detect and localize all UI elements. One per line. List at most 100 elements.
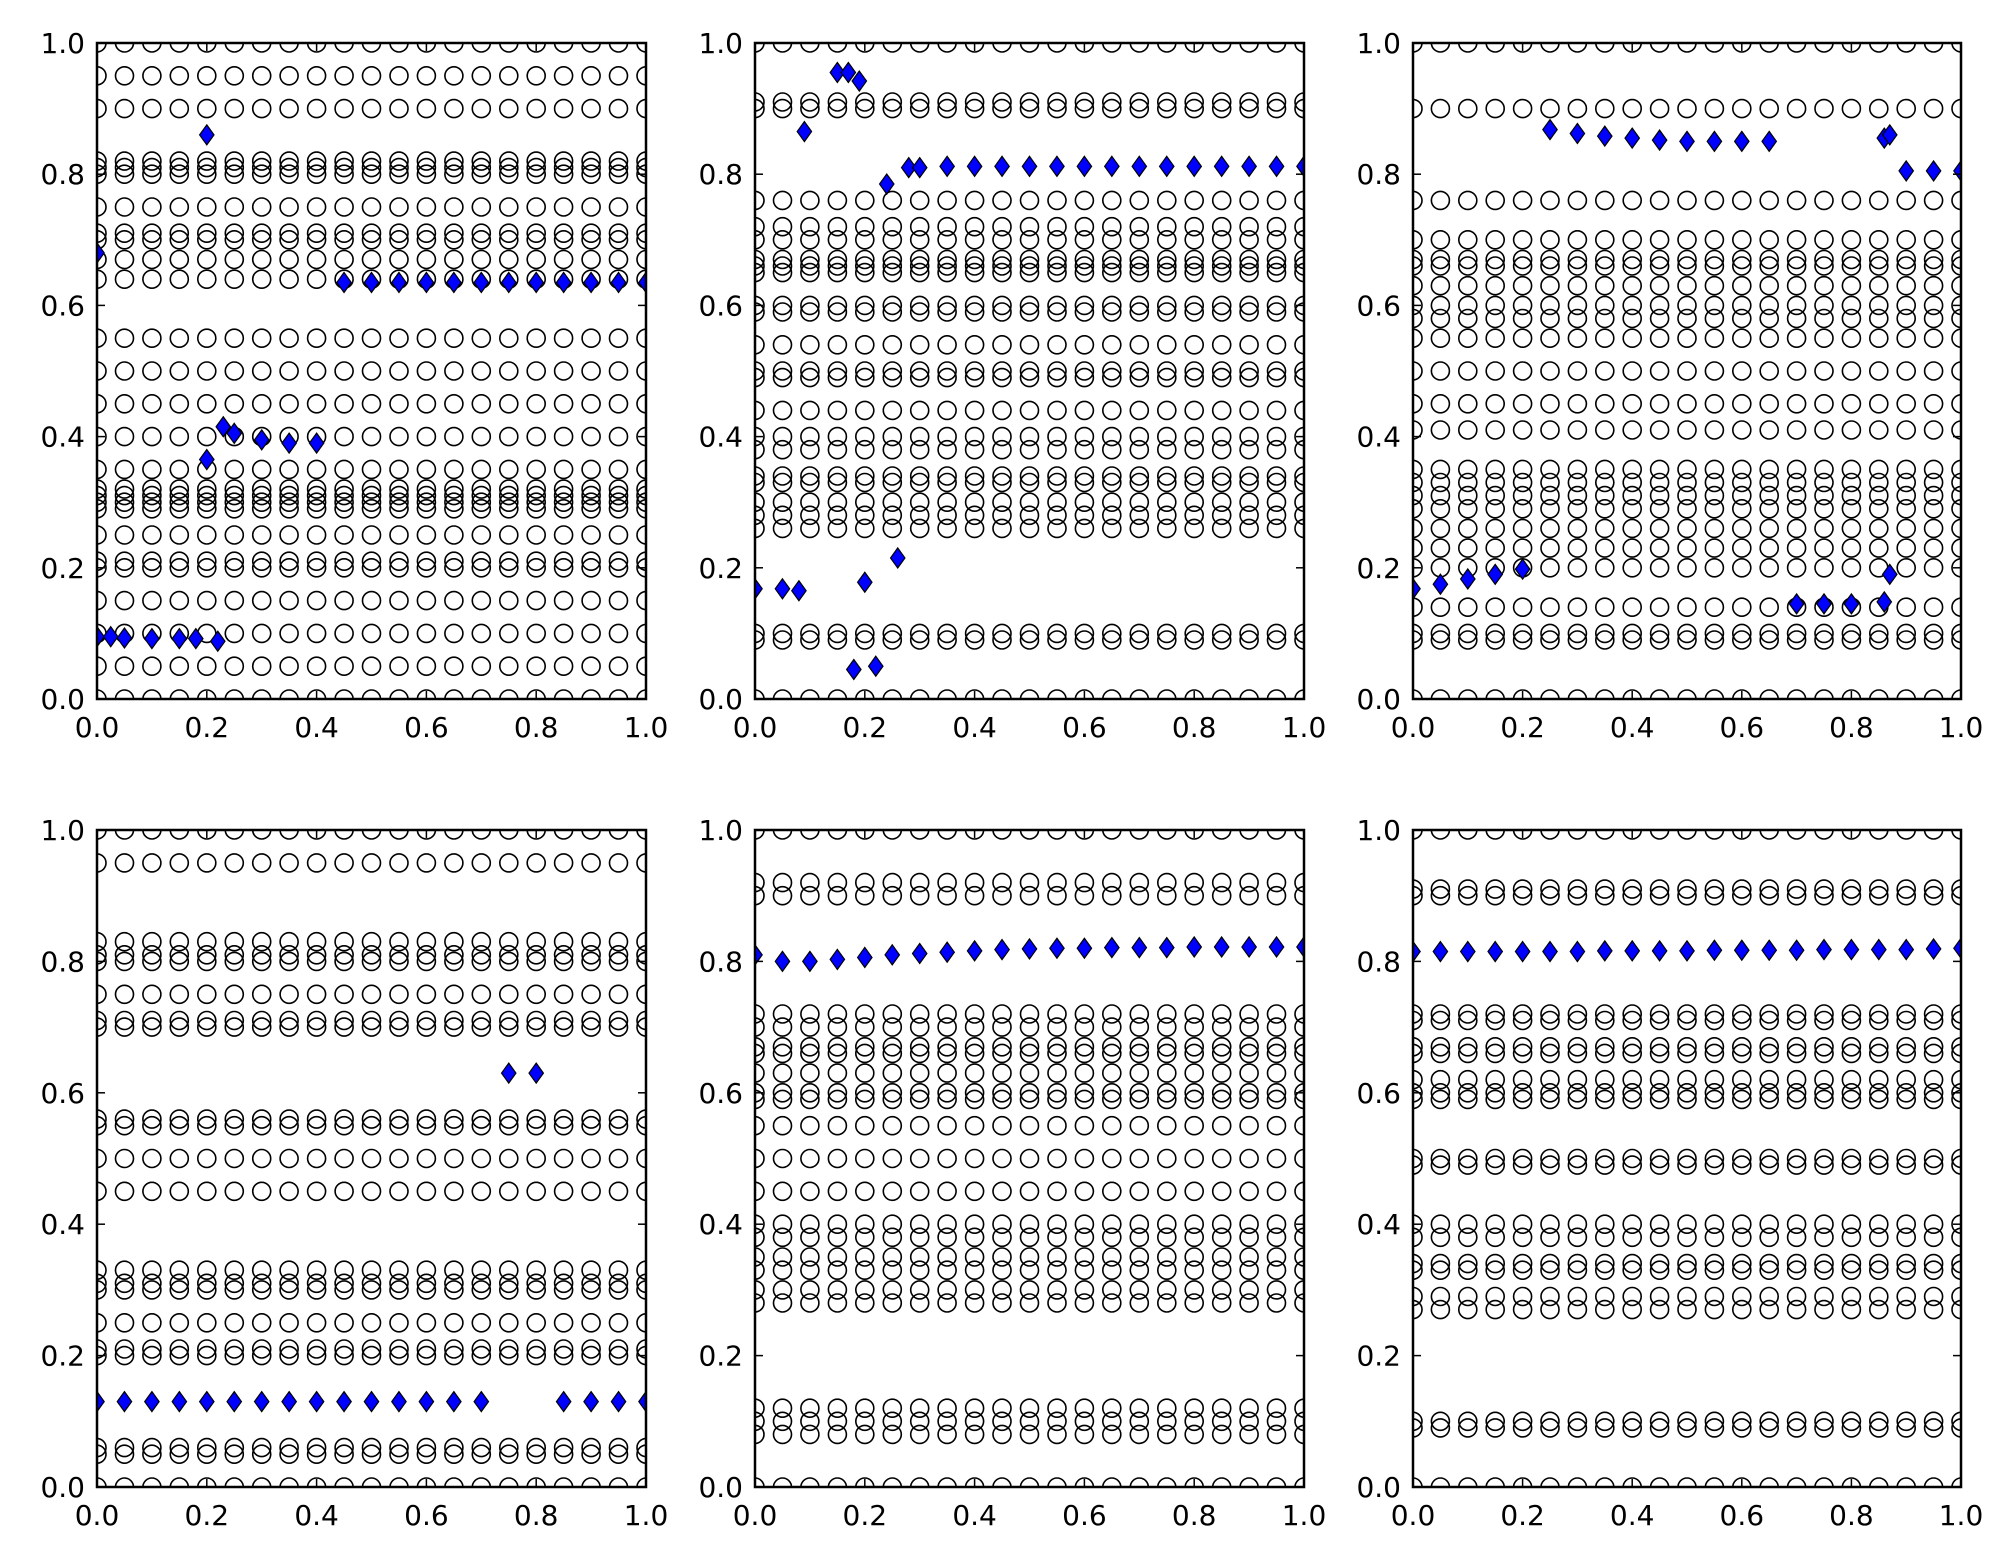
circle-marker: [1430, 328, 1451, 349]
circle-marker: [1485, 361, 1505, 381]
circle-marker: [526, 223, 547, 243]
circle-marker: [937, 1181, 957, 1202]
circle-marker: [1869, 420, 1889, 440]
circle-marker: [499, 1477, 519, 1487]
chart-panel-bottom-left: 0.00.00.20.20.40.40.60.60.80.81.01.0: [40, 814, 668, 1532]
circle-marker: [1266, 361, 1287, 381]
circle-marker: [1184, 505, 1204, 526]
circle-marker: [800, 1293, 820, 1313]
circle-marker: [1413, 879, 1423, 899]
circle-marker: [1019, 492, 1040, 513]
circle-marker: [1019, 1181, 1040, 1202]
circle-marker: [755, 335, 765, 355]
circle-marker: [306, 656, 327, 677]
circle-marker: [1567, 1253, 1588, 1274]
diamond-marker: [1021, 937, 1038, 960]
circle-marker: [197, 43, 217, 53]
circle-marker: [1622, 1214, 1642, 1234]
circle-marker: [416, 656, 437, 677]
circle-marker: [992, 1063, 1012, 1083]
circle-marker: [1622, 1286, 1642, 1307]
circle-marker: [1923, 538, 1944, 558]
circle-marker: [224, 689, 245, 699]
circle-marker: [361, 1444, 382, 1464]
circle-marker: [1951, 1411, 1961, 1432]
circle-marker: [169, 551, 190, 572]
circle-marker: [882, 249, 903, 270]
circle-marker: [827, 1004, 848, 1024]
circle-marker: [1413, 1418, 1423, 1438]
circle-marker: [1485, 472, 1505, 493]
circle-marker: [1841, 1155, 1862, 1175]
circle-marker: [882, 518, 903, 539]
circle-marker: [114, 151, 135, 171]
circle-marker: [581, 944, 601, 965]
circle-marker: [1814, 1043, 1834, 1064]
circle-marker: [608, 1109, 629, 1129]
circle-marker: [142, 223, 162, 243]
circle-marker: [772, 43, 793, 53]
circle-marker: [444, 43, 464, 53]
circle-marker: [1540, 43, 1560, 53]
circle-marker: [279, 459, 299, 480]
circle-marker: [169, 853, 190, 873]
circle-marker: [1239, 1477, 1259, 1487]
circle-marker: [1869, 1083, 1889, 1103]
circle-marker: [1786, 459, 1807, 480]
circle-marker: [1869, 1089, 1889, 1110]
circle-marker: [1732, 249, 1752, 270]
circle-marker: [772, 426, 793, 447]
circle-marker: [114, 361, 135, 381]
circle-marker: [1294, 400, 1304, 421]
circle-marker: [334, 43, 354, 53]
circle-marker: [1622, 1477, 1642, 1487]
circle-marker: [581, 984, 601, 1005]
circle-marker: [251, 689, 272, 699]
circle-marker: [169, 479, 190, 499]
circle-marker: [526, 1345, 547, 1366]
circle-marker: [1211, 1293, 1232, 1313]
circle-marker: [361, 1477, 382, 1487]
circle-marker: [1677, 295, 1697, 316]
circle-marker: [1732, 1089, 1752, 1110]
circle-marker: [800, 1017, 820, 1037]
circle-marker: [553, 157, 574, 178]
circle-marker: [334, 151, 354, 171]
circle-marker: [772, 518, 793, 539]
circle-marker: [937, 830, 957, 840]
circle-marker: [197, 197, 217, 217]
circle-marker: [1019, 334, 1040, 355]
circle-marker: [937, 1293, 957, 1313]
circle-marker: [1841, 1089, 1862, 1110]
circle-marker: [97, 361, 107, 381]
circle-marker: [1540, 1411, 1560, 1432]
circle-marker: [361, 157, 382, 178]
circle-marker: [882, 1017, 903, 1037]
circle-marker: [1019, 43, 1040, 53]
circle-marker: [1047, 439, 1067, 460]
circle-marker: [581, 623, 601, 644]
circle-marker: [1266, 1043, 1287, 1064]
circle-marker: [909, 1227, 930, 1248]
circle-marker: [1595, 230, 1615, 250]
circle-marker: [526, 426, 547, 447]
circle-marker: [581, 1477, 601, 1487]
circle-marker: [1047, 689, 1067, 699]
circle-marker: [498, 98, 519, 119]
circle-marker: [1413, 1037, 1423, 1057]
circle-marker: [1239, 492, 1259, 513]
circle-marker: [197, 485, 217, 506]
circle-marker: [471, 459, 492, 480]
circle-marker: [1704, 485, 1725, 506]
circle-marker: [1485, 1148, 1505, 1169]
circle-marker: [1458, 361, 1478, 381]
circle-marker: [827, 630, 848, 650]
circle-marker: [279, 1273, 299, 1294]
circle-marker: [1896, 689, 1916, 699]
circle-marker: [142, 830, 162, 840]
circle-marker: [772, 230, 793, 250]
circle-marker: [361, 164, 382, 184]
circle-marker: [498, 1444, 519, 1464]
circle-marker: [1704, 1253, 1725, 1274]
circle-marker: [389, 944, 409, 965]
